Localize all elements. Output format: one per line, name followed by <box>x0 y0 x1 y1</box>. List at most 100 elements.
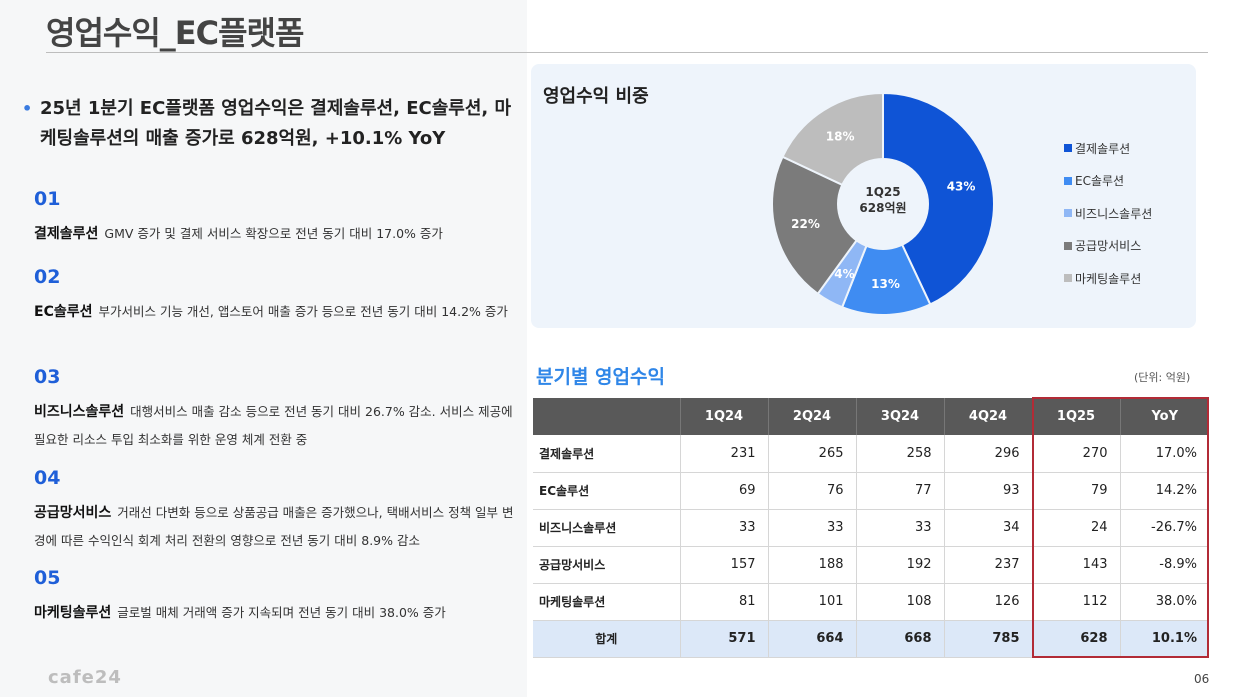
header-4q24: 4Q24 <box>944 398 1033 435</box>
cafe24-logo: cafe24 <box>48 667 122 688</box>
legend-label: EC솔루션 <box>1075 174 1125 189</box>
header-yoy: YoY <box>1120 398 1209 435</box>
legend-label: 마케팅솔루션 <box>1075 271 1142 286</box>
row-label: 마케팅솔루션 <box>533 583 681 621</box>
header-2q24: 2Q24 <box>768 398 857 435</box>
pie-chart-title: 영업수익 비중 <box>543 86 649 107</box>
legend-label: 결제솔루션 <box>1075 141 1131 156</box>
table-row: 비즈니스솔루션 33 33 33 34 24 -26.7% <box>533 509 1209 547</box>
pie-center-label-top: 1Q25 <box>865 185 900 199</box>
legend-item: EC솔루션 <box>1064 165 1152 198</box>
row-label: 합계 <box>533 620 681 658</box>
item-name: 결제솔루션 <box>34 226 99 242</box>
page-number: 06 <box>1194 672 1210 686</box>
row-label: 결제솔루션 <box>533 435 681 473</box>
row-label: 비즈니스솔루션 <box>533 509 681 547</box>
table-total-row: 합계 571 664 668 785 628 10.1% <box>533 620 1209 658</box>
table-cell: 296 <box>944 435 1033 473</box>
header-1q25: 1Q25 <box>1032 398 1121 435</box>
table-cell: -8.9% <box>1120 546 1209 584</box>
pie-slice-1 <box>840 201 932 316</box>
table-cell: 79 <box>1032 472 1121 510</box>
table-title: 분기별 영업수익 <box>536 366 665 388</box>
legend-swatch <box>1064 144 1072 153</box>
pie-slice-label: 22% <box>791 217 820 231</box>
item-number: 02 <box>34 266 61 288</box>
table-cell: 24 <box>1032 509 1121 547</box>
item-05: 05 마케팅솔루션 글로벌 매체 거래액 증가 지속되며 전년 동기 대비 38.… <box>34 567 519 627</box>
pie-chart: 1Q25 628억원 43% 13% 4% 22% 18% <box>771 91 995 316</box>
legend-item: 비즈니스솔루션 <box>1064 197 1152 230</box>
pie-slice-label: 18% <box>826 129 855 143</box>
table-cell: 231 <box>680 435 769 473</box>
table-cell: 81 <box>680 583 769 621</box>
table-cell: 668 <box>856 620 945 658</box>
legend-item: 마케팅솔루션 <box>1064 262 1152 295</box>
table-cell: 108 <box>856 583 945 621</box>
legend-label: 공급망서비스 <box>1075 239 1142 254</box>
item-number: 03 <box>34 366 61 388</box>
pie-slice-label: 13% <box>871 277 900 291</box>
left-panel <box>0 0 527 697</box>
item-number: 05 <box>34 567 61 589</box>
table-cell: 188 <box>768 546 857 584</box>
legend-item: 공급망서비스 <box>1064 230 1152 263</box>
table-cell: 628 <box>1032 620 1121 658</box>
bullet-icon: • <box>22 99 33 118</box>
item-desc: 대행서비스 매출 감소 등으로 전년 동기 대비 26.7% 감소. 서비스 제… <box>34 404 513 447</box>
table-cell: 143 <box>1032 546 1121 584</box>
legend-swatch <box>1064 241 1072 250</box>
item-name: EC솔루션 <box>34 304 93 320</box>
table-cell: 33 <box>680 509 769 547</box>
title-divider <box>46 52 1208 53</box>
legend-swatch <box>1064 209 1072 218</box>
table-row: 마케팅솔루션 81 101 108 126 112 38.0% <box>533 583 1209 621</box>
pie-slice-label: 43% <box>947 180 976 194</box>
table-cell: 192 <box>856 546 945 584</box>
item-04: 04 공급망서비스 거래선 다변화 등으로 상품공급 매출은 증가했으나, 택배서… <box>34 467 519 555</box>
table-cell: 33 <box>768 509 857 547</box>
item-name: 마케팅솔루션 <box>34 605 112 621</box>
table-cell: 93 <box>944 472 1033 510</box>
table-cell: 10.1% <box>1120 620 1209 658</box>
item-desc: 거래선 다변화 등으로 상품공급 매출은 증가했으나, 택배서비스 정책 일부 … <box>34 505 514 548</box>
table-cell: 265 <box>768 435 857 473</box>
table-header-row: 1Q24 2Q24 3Q24 4Q24 1Q25 YoY <box>533 398 1209 435</box>
table-cell: 571 <box>680 620 769 658</box>
item-02: 02 EC솔루션 부가서비스 기능 개선, 앱스토어 매출 증가 등으로 전년 동… <box>34 266 519 326</box>
headline-text: 25년 1분기 EC플랫폼 영업수익은 결제솔루션, EC솔루션, 마케팅솔루션… <box>40 98 512 149</box>
pie-center-label-bottom: 628억원 <box>859 201 906 215</box>
pie-slice-0 <box>882 91 995 306</box>
table-cell: 112 <box>1032 583 1121 621</box>
table-cell: 76 <box>768 472 857 510</box>
table-cell: 237 <box>944 546 1033 584</box>
item-desc: GMV 증가 및 결제 서비스 확장으로 전년 동기 대비 17.0% 증가 <box>104 226 443 241</box>
table-row: 결제솔루션 231 265 258 296 270 17.0% <box>533 435 1209 473</box>
table-cell: 664 <box>768 620 857 658</box>
header-3q24: 3Q24 <box>856 398 945 435</box>
header-1q24: 1Q24 <box>680 398 769 435</box>
pie-center-hole <box>837 158 929 250</box>
pie-chart-panel: 영업수익 비중 1Q25 628억원 43% 13% 4% 22% 18% 결제솔루션 E… <box>531 64 1196 328</box>
item-name: 공급망서비스 <box>34 505 112 521</box>
table-cell: 33 <box>856 509 945 547</box>
row-label: 공급망서비스 <box>533 546 681 584</box>
table-cell: 17.0% <box>1120 435 1209 473</box>
table-cell: 101 <box>768 583 857 621</box>
item-03: 03 비즈니스솔루션 대행서비스 매출 감소 등으로 전년 동기 대비 26.7%… <box>34 366 519 454</box>
pie-slice-label: 4% <box>834 267 854 281</box>
table-cell: 258 <box>856 435 945 473</box>
item-01: 01 결제솔루션 GMV 증가 및 결제 서비스 확장으로 전년 동기 대비 17… <box>34 188 519 248</box>
item-number: 01 <box>34 188 61 210</box>
table-cell: 69 <box>680 472 769 510</box>
table-cell: 14.2% <box>1120 472 1209 510</box>
item-desc: 부가서비스 기능 개선, 앱스토어 매출 증가 등으로 전년 동기 대비 14.… <box>98 304 508 319</box>
table-row: 공급망서비스 157 188 192 237 143 -8.9% <box>533 546 1209 584</box>
page-title: 영업수익_EC플랫폼 <box>46 14 304 52</box>
table-cell: 38.0% <box>1120 583 1209 621</box>
table-cell: 785 <box>944 620 1033 658</box>
legend-swatch <box>1064 176 1072 185</box>
item-number: 04 <box>34 467 61 489</box>
table-cell: 34 <box>944 509 1033 547</box>
